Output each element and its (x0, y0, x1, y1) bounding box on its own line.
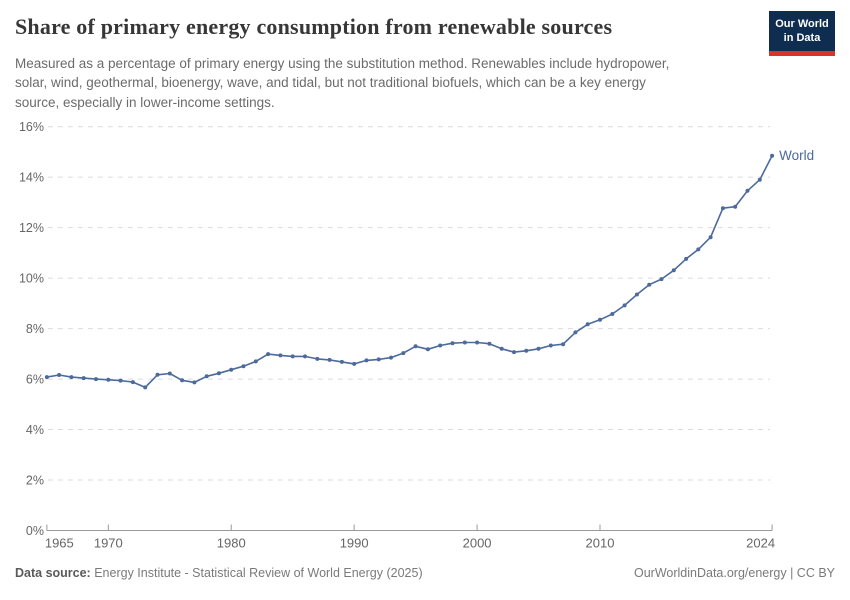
data-source-text: Energy Institute - Statistical Review of… (94, 566, 423, 580)
y-tick-label: 0% (26, 524, 44, 538)
data-point-marker[interactable] (487, 341, 492, 346)
data-point-marker[interactable] (57, 373, 62, 377)
series-label-world[interactable]: World (779, 148, 814, 163)
data-point-marker[interactable] (548, 343, 553, 348)
data-point-marker[interactable] (401, 351, 406, 356)
data-point-marker[interactable] (339, 359, 344, 364)
x-tick-label: 1965 (45, 536, 74, 551)
data-point-marker[interactable] (155, 372, 160, 377)
subtitle-line: source, especially in lower-income setti… (15, 94, 275, 110)
data-point-marker[interactable] (143, 385, 148, 390)
x-tick-label: 1990 (340, 536, 369, 551)
data-point-marker[interactable] (253, 359, 258, 364)
subtitle-line: Measured as a percentage of primary ener… (15, 56, 670, 71)
x-tick-label: 1980 (217, 536, 246, 551)
data-point-marker[interactable] (425, 347, 430, 352)
y-tick-label: 10% (19, 272, 44, 286)
data-point-marker[interactable] (622, 303, 627, 308)
data-point-marker[interactable] (561, 342, 566, 347)
data-point-marker[interactable] (303, 354, 307, 359)
data-point-marker[interactable] (94, 377, 98, 382)
data-point-marker[interactable] (44, 375, 49, 380)
data-point-marker[interactable] (327, 357, 332, 362)
y-tick-label: 6% (26, 373, 44, 387)
data-point-marker[interactable] (192, 380, 197, 385)
data-point-marker[interactable] (696, 247, 701, 252)
owid-logo[interactable]: Our World in Data (769, 11, 835, 56)
data-point-marker[interactable] (475, 340, 480, 345)
data-point-marker[interactable] (708, 235, 713, 240)
y-tick-label: 2% (26, 474, 44, 488)
data-point-marker[interactable] (118, 378, 123, 383)
data-point-marker[interactable] (671, 268, 676, 273)
data-point-marker[interactable] (352, 361, 357, 366)
x-tick-label: 2000 (463, 536, 492, 551)
owid-link[interactable]: OurWorldinData.org/energy | CC BY (633, 566, 835, 580)
data-source: Data source: Energy Institute - Statisti… (15, 566, 423, 580)
data-point-marker[interactable] (770, 153, 775, 158)
data-point-marker[interactable] (450, 341, 455, 346)
data-point-marker[interactable] (278, 353, 283, 358)
data-point-marker[interactable] (204, 374, 209, 379)
data-point-marker[interactable] (573, 330, 578, 335)
data-point-marker[interactable] (241, 364, 246, 369)
data-point-marker[interactable] (598, 317, 602, 322)
y-tick-label: 12% (19, 221, 44, 235)
data-point-marker[interactable] (659, 277, 664, 282)
x-tick-label: 1970 (94, 536, 123, 551)
y-tick-label: 4% (26, 423, 44, 437)
data-point-marker[interactable] (733, 204, 738, 209)
chart-footer: Data source: Energy Institute - Statisti… (15, 566, 835, 580)
owid-logo-line1: Our World (775, 18, 829, 30)
x-tick-label: 2024 (746, 536, 775, 551)
y-tick-label: 16% (19, 120, 44, 134)
data-point-marker[interactable] (720, 206, 725, 211)
data-point-marker[interactable] (180, 378, 185, 383)
data-point-marker[interactable] (315, 356, 320, 361)
data-point-marker[interactable] (364, 358, 369, 363)
data-source-label: Data source: (15, 566, 91, 580)
x-tick-label: 2010 (586, 536, 615, 551)
data-point-marker[interactable] (745, 188, 750, 193)
data-point-marker[interactable] (634, 292, 639, 297)
chart-title: Share of primary energy consumption from… (15, 14, 613, 39)
data-point-marker[interactable] (81, 376, 86, 381)
data-point-marker[interactable] (438, 343, 443, 348)
data-point-marker[interactable] (106, 377, 111, 382)
data-point-marker[interactable] (266, 352, 271, 357)
data-point-marker[interactable] (130, 380, 135, 385)
data-point-marker[interactable] (512, 350, 516, 355)
y-tick-label: 14% (19, 171, 44, 185)
data-point-marker[interactable] (376, 357, 381, 362)
data-point-marker[interactable] (229, 367, 234, 372)
chart-subtitle: Measured as a percentage of primary ener… (15, 54, 669, 112)
data-point-marker[interactable] (389, 355, 393, 360)
data-point-marker[interactable] (499, 346, 504, 351)
subtitle-line: solar, wind, geothermal, bioenergy, wave… (15, 75, 646, 91)
data-point-marker[interactable] (610, 312, 615, 316)
data-point-marker[interactable] (462, 340, 467, 345)
data-point-marker[interactable] (757, 177, 762, 182)
data-point-marker[interactable] (536, 346, 541, 351)
data-point-marker[interactable] (413, 344, 418, 349)
data-point-marker[interactable] (647, 282, 652, 287)
world-series-line[interactable] (46, 154, 773, 389)
owid-logo-line2: in Data (783, 32, 821, 45)
data-point-marker[interactable] (167, 371, 172, 376)
data-point-marker[interactable] (216, 371, 221, 376)
data-point-marker[interactable] (684, 256, 689, 261)
data-point-marker[interactable] (585, 322, 590, 327)
data-point-marker[interactable] (290, 354, 295, 359)
data-point-marker[interactable] (69, 375, 74, 380)
y-tick-label: 8% (26, 322, 44, 336)
data-point-marker[interactable] (524, 348, 529, 353)
